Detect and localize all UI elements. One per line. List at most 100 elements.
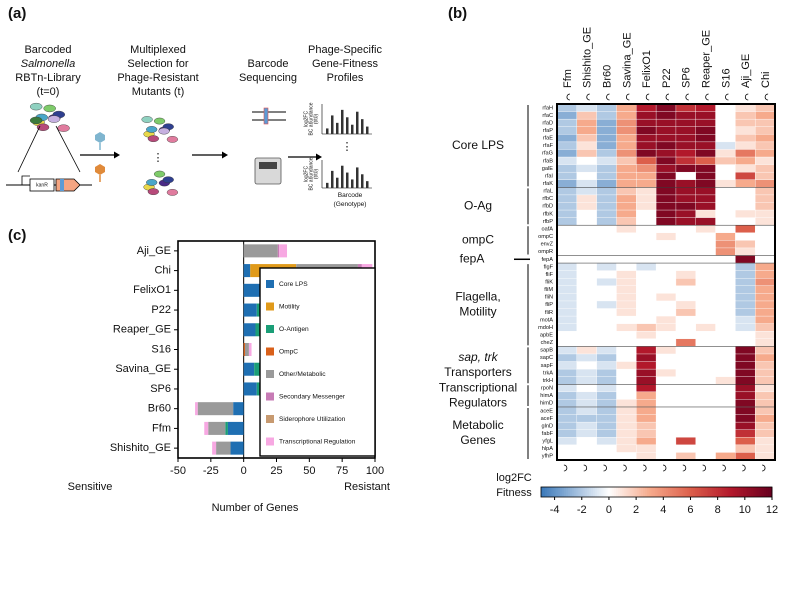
gene-label: fliK bbox=[545, 279, 553, 285]
heat-cell bbox=[556, 391, 578, 400]
heat-cell bbox=[576, 156, 598, 166]
heat-cell bbox=[596, 300, 617, 310]
colorbar-step bbox=[712, 487, 715, 497]
colorbar-label: log2FC bbox=[496, 472, 532, 484]
phage-icon bbox=[606, 93, 610, 101]
heat-cell bbox=[715, 437, 736, 446]
heat-cell bbox=[596, 255, 617, 264]
heat-cell bbox=[616, 315, 637, 325]
gene-label: rfaC bbox=[542, 113, 553, 119]
colorbar-step bbox=[723, 487, 727, 497]
heat-cell bbox=[715, 353, 736, 363]
heat-cell bbox=[715, 323, 736, 332]
heat-cell bbox=[715, 202, 736, 211]
heat-cell bbox=[636, 134, 657, 143]
legend-label: Motility bbox=[279, 303, 300, 310]
heat-cell bbox=[735, 376, 756, 385]
heat-cell bbox=[596, 285, 617, 294]
colorbar-step bbox=[623, 487, 627, 497]
heat-cell bbox=[695, 270, 717, 279]
phage-icon bbox=[705, 93, 709, 101]
heat-cell bbox=[576, 209, 598, 219]
arrow-head bbox=[222, 151, 228, 159]
heat-cell bbox=[695, 209, 717, 219]
mini-y-label: (t/t0) bbox=[313, 169, 319, 180]
heat-cell bbox=[754, 406, 776, 416]
colorbar-step bbox=[706, 487, 709, 497]
heat-cell bbox=[576, 361, 598, 370]
heat-cell bbox=[675, 278, 697, 287]
heat-cell bbox=[576, 179, 598, 188]
heat-cell bbox=[636, 285, 657, 294]
heat-cell bbox=[754, 270, 776, 279]
heat-cell bbox=[556, 278, 578, 287]
heat-cell bbox=[675, 202, 697, 211]
colorbar-step bbox=[600, 487, 603, 497]
heat-cell bbox=[576, 278, 598, 287]
phage-icon bbox=[643, 464, 647, 472]
gene-label: fliR bbox=[545, 310, 553, 316]
heat-cell bbox=[596, 134, 617, 143]
heat-cell bbox=[715, 134, 736, 143]
heat-cell bbox=[735, 308, 756, 317]
heat-cell bbox=[735, 399, 756, 408]
colorbar-step bbox=[579, 487, 582, 497]
heat-cell bbox=[655, 278, 677, 287]
heat-cell bbox=[675, 315, 697, 325]
heat-cell bbox=[675, 255, 697, 264]
heat-cell bbox=[695, 134, 717, 143]
heat-cell bbox=[754, 202, 776, 211]
colorbar-step bbox=[752, 487, 756, 497]
colorbar-step bbox=[746, 487, 750, 497]
heat-cell bbox=[715, 118, 736, 128]
heat-cell bbox=[675, 308, 697, 317]
colorbar-step bbox=[619, 487, 623, 497]
heat-cell bbox=[715, 141, 736, 150]
bar-segment bbox=[254, 362, 263, 376]
y-tick-label: S16 bbox=[151, 343, 171, 355]
heat-cell bbox=[576, 255, 598, 264]
heat-cell bbox=[596, 247, 617, 256]
heat-cell bbox=[556, 429, 578, 438]
heat-cell bbox=[675, 384, 697, 393]
heat-cell bbox=[616, 421, 637, 431]
heat-cell bbox=[675, 323, 697, 332]
heat-cell bbox=[556, 346, 578, 355]
colorbar-step bbox=[660, 487, 663, 497]
heat-cell bbox=[596, 224, 617, 234]
heat-cell bbox=[754, 323, 776, 332]
heat-cell bbox=[735, 187, 756, 196]
heat-cell bbox=[735, 444, 756, 453]
heat-cell bbox=[754, 118, 776, 128]
heat-cell bbox=[735, 391, 756, 400]
step-label: Sequencing bbox=[239, 72, 297, 84]
bar-segment bbox=[243, 303, 257, 317]
heat-cell bbox=[675, 171, 697, 181]
y-tick-label: Aji_GE bbox=[137, 245, 171, 257]
phage-icon bbox=[583, 464, 588, 472]
legend-swatch bbox=[266, 415, 274, 423]
gene-label: rfaP bbox=[543, 128, 554, 134]
heat-cell bbox=[754, 391, 776, 400]
heat-cell bbox=[695, 194, 717, 203]
heat-cell bbox=[576, 376, 598, 385]
mini-bar bbox=[366, 126, 369, 134]
mini-bar bbox=[346, 117, 349, 134]
heat-cell bbox=[655, 368, 677, 378]
heat-cell bbox=[636, 414, 657, 423]
heat-cell bbox=[576, 171, 598, 181]
heat-cell bbox=[596, 308, 617, 317]
heat-cell bbox=[636, 406, 657, 416]
colorbar-step bbox=[658, 487, 661, 497]
heat-cell bbox=[556, 202, 578, 211]
column-label: Ffm bbox=[562, 69, 574, 88]
colorbar-step bbox=[693, 487, 696, 497]
colorbar-step bbox=[596, 487, 600, 497]
heat-cell bbox=[556, 414, 578, 423]
heat-cell bbox=[675, 421, 697, 431]
colorbar-step bbox=[760, 487, 763, 497]
cell-icon bbox=[153, 170, 166, 178]
heat-cell bbox=[636, 338, 657, 347]
colorbar-tick-label: 8 bbox=[715, 504, 721, 516]
mini-y-label: BC abundance bbox=[308, 157, 314, 190]
